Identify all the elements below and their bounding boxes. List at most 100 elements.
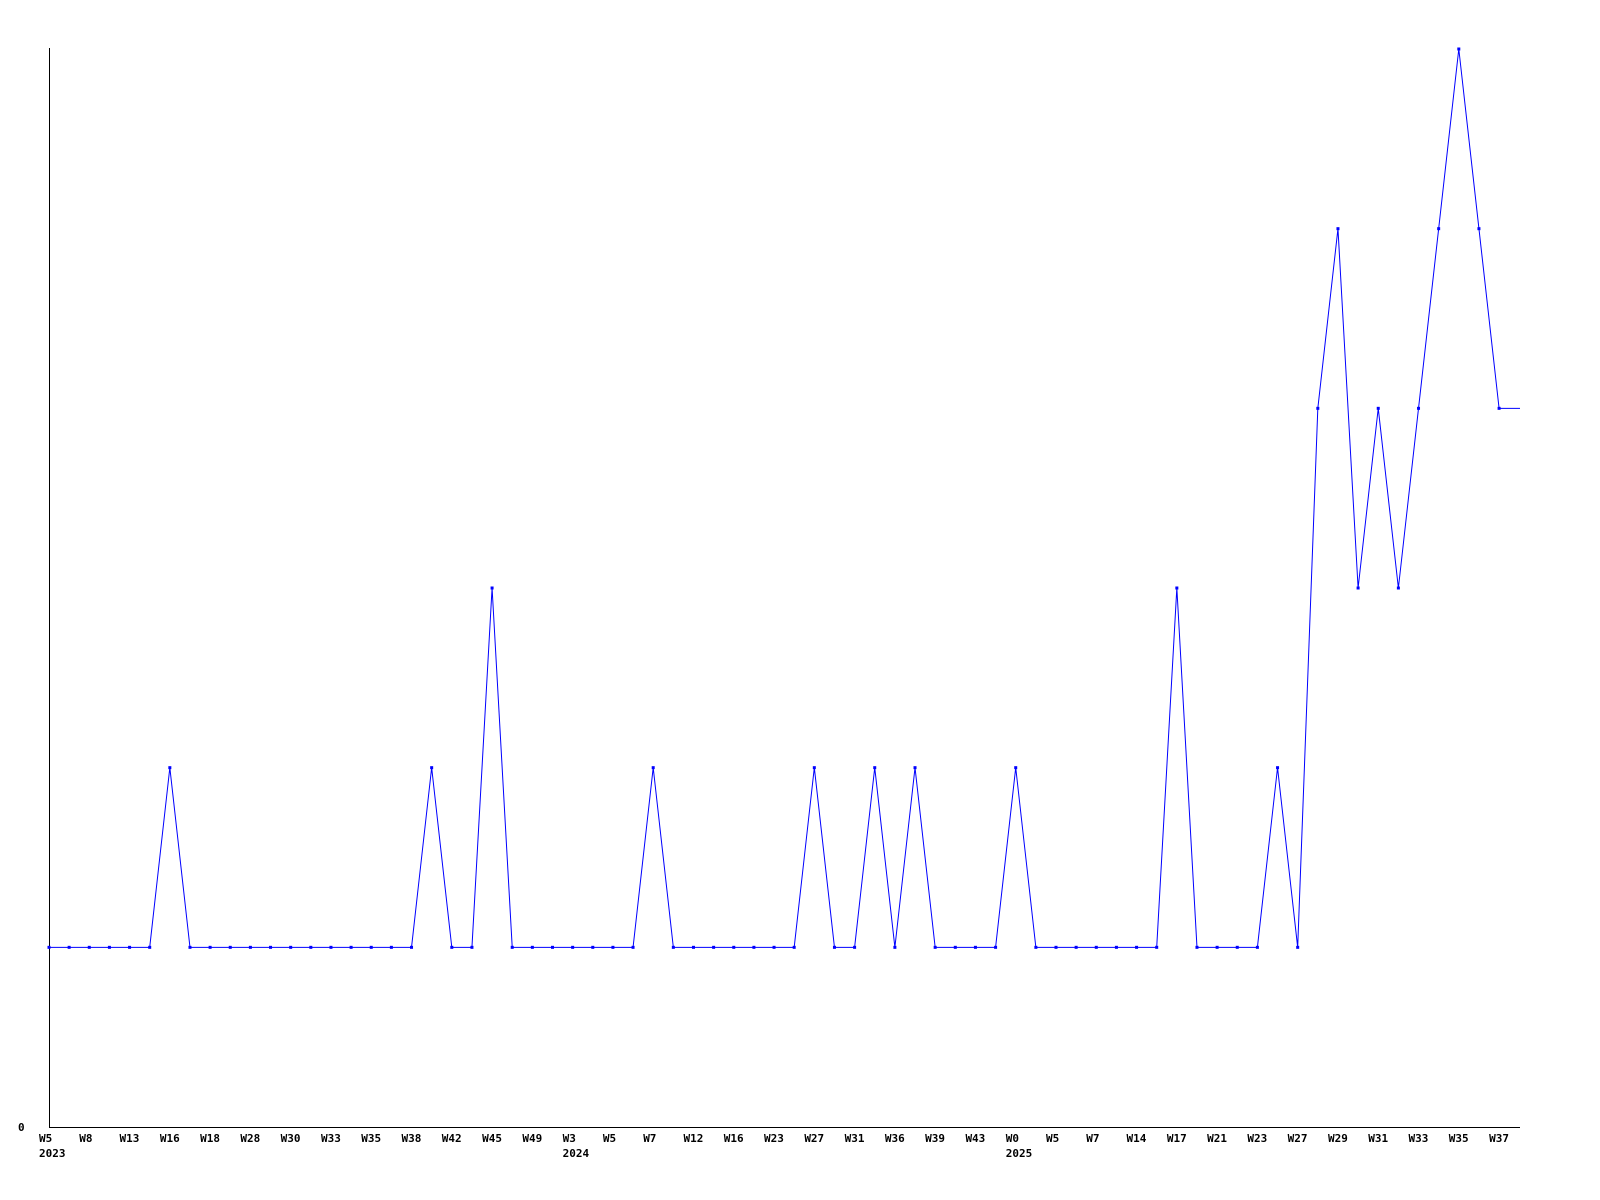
data-point <box>1014 766 1018 770</box>
data-point <box>369 945 373 949</box>
data-point <box>1356 586 1360 590</box>
data-point <box>551 945 554 949</box>
data-point <box>107 945 111 949</box>
data-point <box>933 945 937 949</box>
data-point <box>591 945 595 949</box>
series-line <box>49 48 1520 948</box>
data-point <box>1054 945 1058 949</box>
year-label: 2024 <box>563 1147 590 1160</box>
data-point <box>1417 406 1421 410</box>
data-point <box>1155 945 1159 949</box>
data-point <box>671 945 675 949</box>
data-point <box>812 766 816 770</box>
data-point <box>309 945 313 949</box>
data-point <box>994 945 998 949</box>
data-point <box>510 945 514 949</box>
year-label: 2023 <box>39 1147 66 1160</box>
x-tick-label: W5 <box>39 1132 52 1145</box>
x-tick-label: W16 <box>160 1132 180 1145</box>
data-point <box>269 945 273 949</box>
data-point <box>389 945 393 949</box>
data-point <box>1195 945 1199 949</box>
x-tick-label: W31 <box>845 1132 865 1145</box>
x-tick-label: W27 <box>1288 1132 1308 1145</box>
data-point <box>893 945 897 949</box>
x-tick-label: W33 <box>321 1132 341 1145</box>
x-tick-label: W43 <box>965 1132 985 1145</box>
data-point <box>1336 227 1340 231</box>
x-tick-label: W5 <box>1046 1132 1059 1145</box>
data-point <box>1074 945 1078 949</box>
data-point <box>1215 945 1219 949</box>
data-point <box>47 945 51 949</box>
data-point <box>973 945 977 949</box>
data-point <box>450 945 454 949</box>
x-tick-label: W23 <box>1247 1132 1267 1145</box>
x-tick-label: W18 <box>200 1132 220 1145</box>
data-point <box>1316 406 1320 410</box>
data-point <box>1034 945 1038 949</box>
data-point <box>1255 945 1259 949</box>
data-point <box>148 945 152 949</box>
y-tick-label: 0 <box>18 1121 25 1134</box>
data-point <box>530 945 534 949</box>
x-tick-label: W7 <box>1086 1132 1099 1145</box>
data-point <box>792 945 796 949</box>
data-point <box>410 945 414 949</box>
data-point <box>1135 945 1139 949</box>
data-point <box>228 945 232 949</box>
data-point <box>349 945 353 949</box>
x-tick-label: W35 <box>1449 1132 1469 1145</box>
x-tick-label: W16 <box>724 1132 744 1145</box>
data-point <box>1276 766 1280 770</box>
x-tick-label: W29 <box>1328 1132 1348 1145</box>
data-point <box>1235 945 1239 949</box>
data-point <box>1296 945 1300 949</box>
data-point <box>248 945 252 949</box>
data-point <box>1437 227 1441 231</box>
x-tick-label: W39 <box>925 1132 945 1145</box>
x-tick-label: W35 <box>361 1132 381 1145</box>
data-point <box>1094 945 1098 949</box>
data-point <box>1114 945 1118 949</box>
data-point <box>1376 406 1380 410</box>
data-point <box>67 945 71 949</box>
data-point <box>913 766 917 770</box>
data-point <box>691 945 695 949</box>
data-point <box>188 945 192 949</box>
x-tick-label: W33 <box>1409 1132 1429 1145</box>
x-tick-label: W38 <box>402 1132 422 1145</box>
data-point <box>128 945 132 949</box>
data-point <box>87 945 91 949</box>
x-tick-label: W36 <box>885 1132 905 1145</box>
data-point <box>853 945 857 949</box>
data-point <box>631 945 635 949</box>
data-point <box>611 945 615 949</box>
x-tick-label: W8 <box>79 1132 92 1145</box>
x-tick-label: W17 <box>1167 1132 1187 1145</box>
data-point <box>168 766 172 770</box>
data-point <box>752 945 756 949</box>
x-tick-label: W23 <box>764 1132 784 1145</box>
x-tick-label: W37 <box>1489 1132 1509 1145</box>
data-point <box>470 945 474 949</box>
x-tick-label: W14 <box>1127 1132 1147 1145</box>
x-tick-label: W45 <box>482 1132 502 1145</box>
data-point <box>651 766 655 770</box>
x-tick-label: W13 <box>120 1132 140 1145</box>
x-tick-label: W30 <box>281 1132 301 1145</box>
data-point <box>1457 47 1461 51</box>
data-point <box>732 945 736 949</box>
year-label: 2025 <box>1006 1147 1033 1160</box>
x-tick-label: W27 <box>804 1132 824 1145</box>
data-point <box>1175 586 1179 590</box>
x-tick-label: W21 <box>1207 1132 1227 1145</box>
data-point <box>772 945 776 949</box>
data-point <box>953 945 957 949</box>
x-tick-label: W42 <box>442 1132 462 1145</box>
x-tick-label: W7 <box>643 1132 656 1145</box>
x-tick-label: W31 <box>1368 1132 1388 1145</box>
x-tick-label: W5 <box>603 1132 616 1145</box>
data-point <box>490 586 494 590</box>
